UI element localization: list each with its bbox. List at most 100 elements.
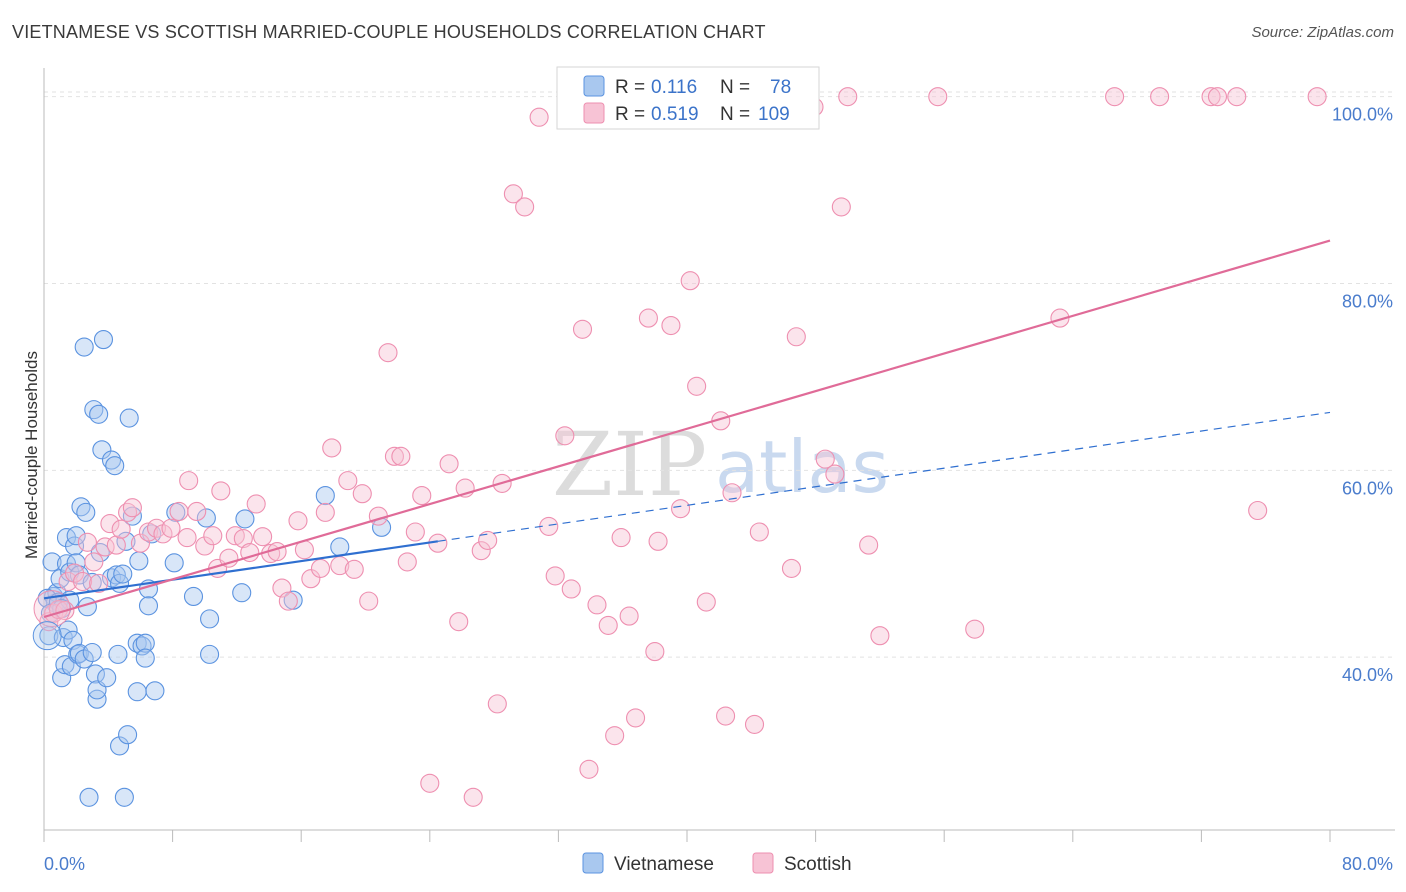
stats-legend: R = 0.116 N = 78 R = 0.519 N = 109 bbox=[556, 66, 820, 130]
data-point-vietnamese bbox=[145, 681, 165, 701]
data-point-scottish bbox=[384, 446, 404, 466]
data-point-vietnamese bbox=[89, 404, 109, 424]
legend-n-value-scottish: 109 bbox=[758, 104, 790, 125]
trend-line-vietnamese bbox=[43, 540, 438, 600]
data-point-scottish bbox=[579, 759, 599, 779]
series-label-vietnamese: Vietnamese bbox=[614, 854, 714, 875]
data-point-vietnamese bbox=[110, 736, 130, 756]
legend-r-value-vietnamese: 0.116 bbox=[651, 77, 697, 98]
legend-n-value-vietnamese: 78 bbox=[770, 77, 791, 98]
data-point-vietnamese bbox=[200, 609, 220, 629]
data-point-scottish bbox=[288, 511, 308, 531]
data-point-scottish bbox=[870, 626, 890, 646]
data-point-scottish bbox=[233, 528, 253, 549]
data-point-scottish bbox=[605, 726, 625, 746]
data-point-scottish bbox=[645, 642, 665, 662]
data-point-scottish bbox=[671, 499, 691, 519]
data-point-scottish bbox=[825, 464, 845, 484]
data-point-vietnamese bbox=[82, 642, 102, 663]
data-point-scottish bbox=[301, 569, 321, 589]
data-point-vietnamese bbox=[135, 633, 155, 653]
data-point-scottish bbox=[405, 522, 425, 542]
legend-r-label-scottish: R = bbox=[615, 104, 645, 125]
data-point-scottish bbox=[1248, 500, 1268, 521]
watermark-atlas: atlas bbox=[715, 425, 889, 509]
data-point-scottish bbox=[648, 531, 668, 551]
data-point-scottish bbox=[555, 426, 575, 446]
data-point-scottish bbox=[391, 446, 411, 466]
trend-lines bbox=[43, 239, 1331, 619]
data-point-scottish bbox=[687, 376, 707, 396]
data-point-scottish bbox=[722, 483, 742, 503]
data-point-scottish bbox=[1227, 87, 1247, 107]
data-point-vietnamese bbox=[66, 526, 86, 546]
legend-r-label-vietnamese: R = bbox=[615, 77, 645, 98]
data-point-scottish bbox=[187, 501, 207, 521]
data-point-scottish bbox=[838, 87, 858, 107]
data-point-scottish bbox=[749, 522, 769, 542]
data-point-scottish bbox=[315, 502, 335, 522]
data-point-scottish bbox=[928, 87, 948, 107]
data-point-scottish bbox=[310, 558, 331, 578]
data-point-vietnamese bbox=[58, 620, 78, 640]
data-point-scottish bbox=[638, 308, 658, 328]
series-legend: Vietnamese Scottish bbox=[582, 852, 852, 875]
data-point-scottish bbox=[487, 694, 507, 714]
data-point-scottish bbox=[515, 197, 535, 217]
data-point-scottish bbox=[130, 533, 150, 553]
source-label: Source: ZipAtlas.com bbox=[1251, 24, 1394, 41]
data-point-scottish bbox=[397, 552, 417, 572]
data-point-scottish bbox=[253, 527, 273, 547]
data-point-vietnamese bbox=[330, 537, 350, 557]
legend-swatch-vietnamese bbox=[583, 75, 605, 97]
legend-r-value-scottish: 0.519 bbox=[651, 104, 699, 125]
data-point-scottish bbox=[122, 498, 142, 518]
trend-line-extension-vietnamese bbox=[437, 411, 1331, 542]
data-point-vietnamese bbox=[129, 551, 149, 571]
data-point-vietnamese bbox=[132, 636, 152, 656]
x-tick-label-min: 0.0% bbox=[44, 854, 85, 874]
data-point-scottish bbox=[781, 558, 802, 578]
data-point-scottish bbox=[211, 481, 231, 501]
data-point-scottish bbox=[420, 773, 440, 793]
data-point-cluster-vietnamese bbox=[32, 621, 62, 651]
data-point-vietnamese bbox=[97, 668, 117, 688]
data-point-scottish bbox=[626, 708, 646, 728]
data-point-vietnamese bbox=[92, 440, 112, 460]
x-axis-ticks bbox=[43, 830, 1331, 842]
data-point-scottish bbox=[338, 471, 358, 491]
data-point-scottish bbox=[278, 591, 298, 611]
data-point-vietnamese bbox=[232, 583, 252, 603]
data-point-scottish bbox=[344, 559, 364, 579]
data-point-vietnamese bbox=[138, 596, 159, 616]
series-swatch-vietnamese bbox=[582, 852, 604, 874]
data-point-scottish bbox=[859, 535, 879, 555]
data-point-scottish bbox=[368, 506, 388, 526]
data-point-scottish bbox=[169, 501, 189, 521]
data-point-scottish bbox=[179, 471, 199, 491]
data-point-scottish bbox=[696, 592, 716, 612]
data-point-scottish bbox=[503, 184, 523, 204]
trend-line-scottish bbox=[43, 239, 1331, 619]
data-point-scottish bbox=[619, 606, 639, 626]
y-axis-label: Married-couple Households bbox=[22, 351, 41, 559]
data-point-scottish bbox=[203, 526, 223, 546]
chart-title: VIETNAMESE VS SCOTTISH MARRIED-COUPLE HO… bbox=[12, 22, 766, 42]
data-point-scottish bbox=[111, 519, 131, 539]
y-axis-tick-labels: 40.0% 60.0% 80.0% 100.0% bbox=[1332, 105, 1393, 685]
data-point-scottish bbox=[1307, 87, 1327, 107]
data-point-vietnamese bbox=[118, 725, 138, 745]
data-point-scottish bbox=[572, 319, 593, 339]
data-point-vietnamese bbox=[108, 644, 128, 664]
data-point-vietnamese bbox=[183, 586, 204, 607]
data-point-vietnamese bbox=[105, 456, 125, 476]
data-point-scottish bbox=[815, 449, 835, 469]
data-point-vietnamese bbox=[200, 644, 220, 664]
data-point-scottish bbox=[1105, 87, 1125, 107]
data-point-vietnamese bbox=[164, 553, 184, 573]
data-point-scottish bbox=[529, 107, 549, 127]
data-point-scottish bbox=[100, 514, 120, 534]
data-point-scottish bbox=[786, 327, 806, 347]
data-point-scottish bbox=[463, 787, 483, 807]
data-point-vietnamese bbox=[116, 531, 136, 551]
